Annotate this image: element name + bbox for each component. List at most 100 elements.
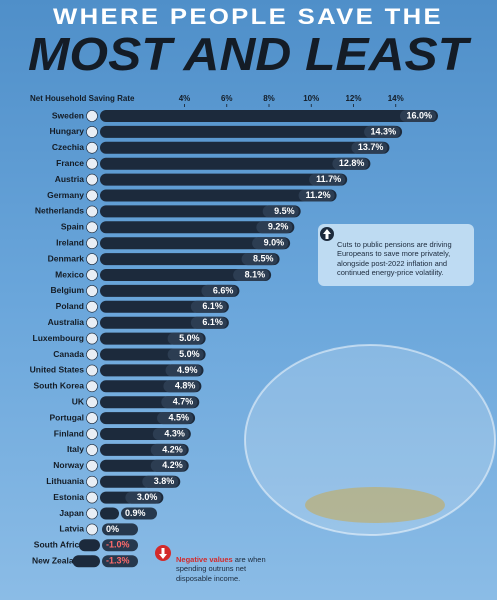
flag: [86, 332, 98, 345]
piggy-bank: [244, 344, 496, 536]
value-label: 12.8%: [339, 158, 365, 168]
value-label: 4.8%: [175, 381, 196, 391]
category-label: Czechia: [52, 142, 84, 152]
chart-title: WHERE PEOPLE SAVE THE: [53, 4, 443, 29]
category-label: South Korea: [33, 381, 84, 391]
flag: [86, 491, 98, 504]
value-label: 11.2%: [306, 190, 331, 200]
x-tick-label: 14%: [388, 94, 404, 103]
bar: [100, 157, 371, 170]
bar: [100, 253, 280, 266]
category-label: Estonia: [53, 492, 84, 502]
flag: [86, 142, 98, 154]
flag: [86, 157, 98, 170]
value-label: 4.2%: [162, 444, 183, 454]
flag: [86, 126, 98, 138]
category-label: United States: [30, 365, 85, 375]
category-label: Ireland: [56, 237, 84, 247]
x-tick-label: 8%: [263, 94, 275, 103]
category-label: Poland: [56, 301, 84, 311]
value-pill: [165, 364, 202, 377]
value-pill: [150, 443, 187, 456]
value-pill: [351, 141, 388, 154]
category-label: Lithuania: [46, 476, 84, 486]
category-label: Mexico: [55, 269, 84, 279]
value-pill: [161, 396, 198, 409]
value-pill: [298, 189, 335, 202]
category-label: Germany: [47, 190, 84, 200]
flag: [86, 444, 98, 456]
flag: [86, 348, 98, 361]
value-pill: [364, 125, 401, 138]
value-label: 6.6%: [213, 285, 234, 295]
value-pill: [152, 428, 189, 440]
flag: [86, 396, 98, 409]
value-label: 5.0%: [179, 333, 200, 343]
value-pill: [400, 110, 436, 122]
category-label: Portugal: [50, 412, 84, 422]
category-label: Denmark: [48, 253, 85, 263]
flag: [86, 412, 98, 424]
value-label: 8.1%: [245, 269, 266, 279]
bar: [100, 173, 348, 186]
category-label: Austria: [55, 174, 85, 184]
annotation-negative-title: Negative values: [176, 555, 233, 564]
value-label: 9.5%: [274, 206, 295, 216]
annotation-box: [318, 224, 474, 286]
value-label: 4.9%: [177, 365, 198, 375]
category-label: Latvia: [59, 524, 84, 534]
value-label: 11.7%: [316, 174, 341, 184]
category-label: Netherlands: [35, 206, 84, 216]
bar: [78, 539, 100, 552]
bar: [100, 507, 120, 520]
value-label: 3.0%: [137, 492, 158, 502]
bar: [100, 237, 291, 250]
flag: [86, 285, 98, 297]
value-label: 14.3%: [371, 126, 397, 136]
flag: [86, 237, 98, 249]
value-pill: [167, 332, 204, 345]
value-pill: [233, 269, 270, 281]
bar: [100, 189, 337, 202]
category-label: Luxembourg: [33, 333, 84, 343]
value-label: -1.0%: [106, 540, 130, 550]
flag: [86, 459, 98, 472]
up-arrow: [323, 229, 331, 239]
value-pill: [241, 253, 278, 266]
value-label: 4.5%: [169, 412, 190, 422]
flag: [86, 300, 98, 313]
value-label: 4.2%: [162, 460, 183, 470]
value-label: 0.9%: [125, 508, 146, 518]
axis-label: Net Household Saving Rate: [30, 94, 135, 103]
value-label: 4.3%: [164, 428, 185, 438]
coins: [305, 487, 445, 523]
category-label: Sweden: [52, 110, 84, 120]
value-pill: [252, 237, 289, 250]
flag: [86, 475, 98, 488]
flag: [86, 253, 98, 265]
annotation-pensions: Cuts to public pensions are driving Euro…: [337, 240, 452, 278]
value-pill: [163, 380, 200, 393]
value-label: 3.8%: [154, 476, 175, 486]
category-label: Norway: [53, 460, 84, 470]
down-arrow: [159, 548, 167, 559]
flag: [86, 380, 98, 393]
annotation-negative: Negative values are when spending outrun…: [176, 555, 276, 583]
category-label: UK: [72, 396, 85, 406]
category-label: Spain: [61, 222, 84, 232]
value-pill: [190, 316, 227, 329]
flag: [86, 205, 98, 218]
flag: [86, 110, 98, 122]
value-label: 6.1%: [202, 317, 223, 327]
x-tick-label: 4%: [179, 94, 191, 103]
value-label: 9.2%: [268, 222, 289, 232]
category-label: Hungary: [50, 126, 85, 136]
bar: [100, 110, 438, 122]
value-pill: [142, 475, 179, 488]
x-tick-label: 12%: [345, 94, 361, 103]
category-label: Italy: [67, 444, 84, 454]
value-label: 5.0%: [179, 349, 200, 359]
flag: [86, 523, 98, 536]
